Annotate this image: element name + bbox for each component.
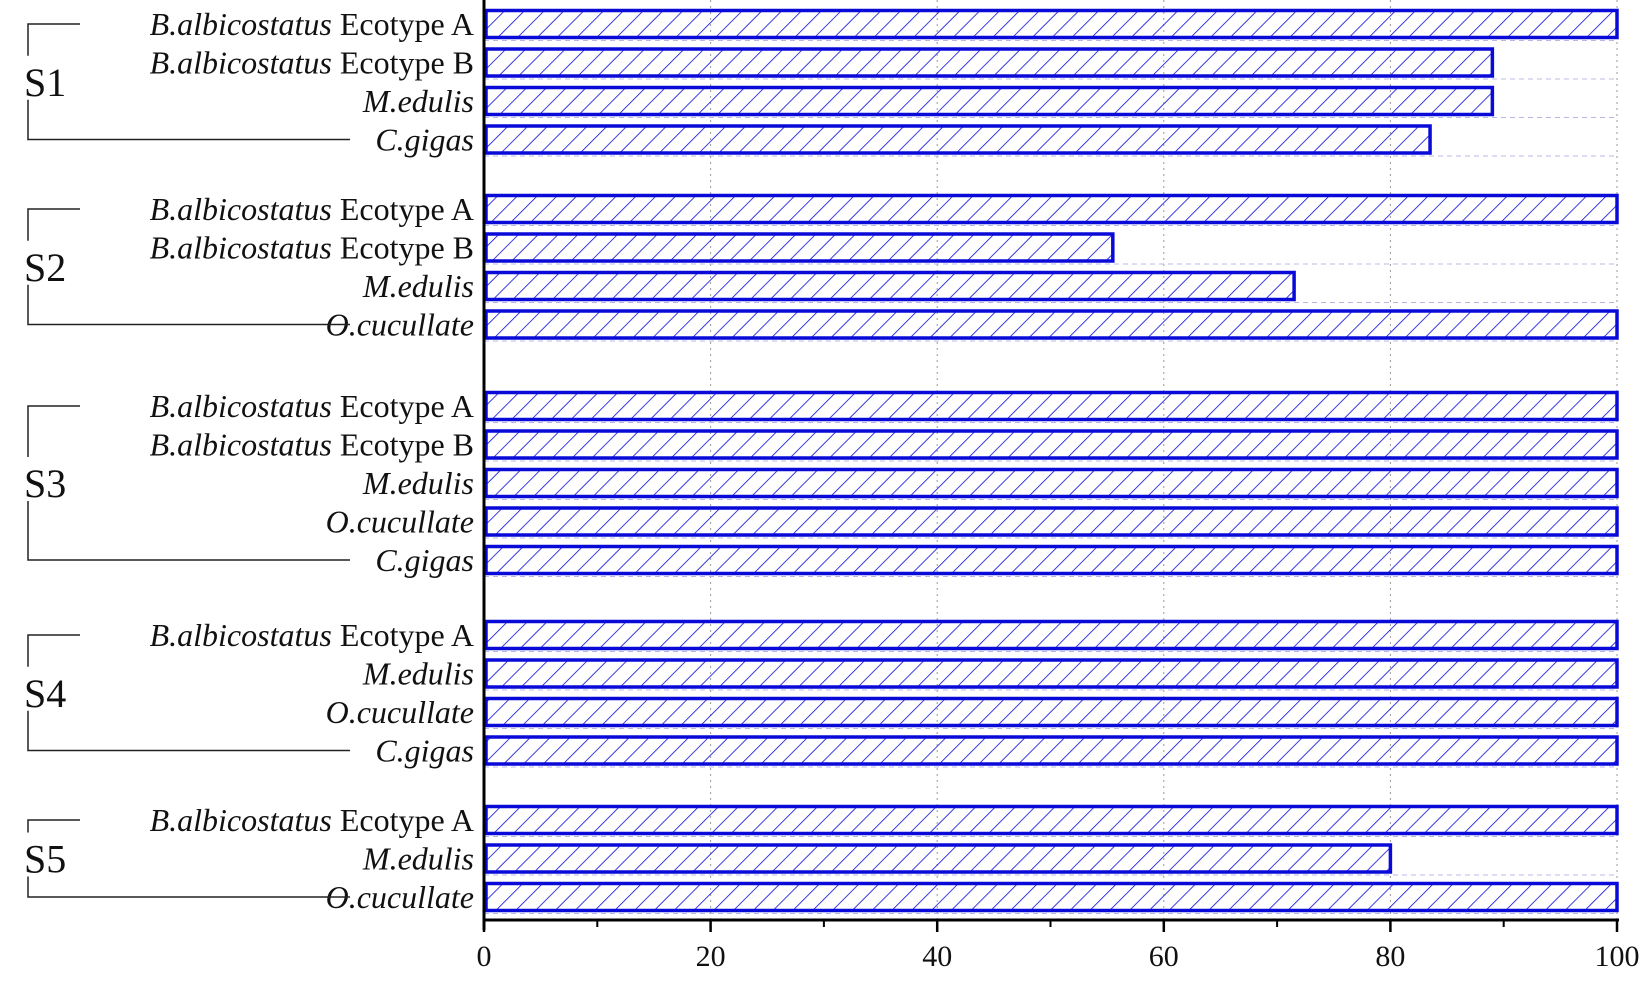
species-name: M.edulis (362, 841, 474, 877)
category-label: B.albicostatus Ecotype B (150, 45, 474, 81)
category-label: M.edulis (362, 841, 474, 877)
bar-s2-1 (484, 193, 1619, 225)
species-name: O.cucullate (326, 879, 474, 915)
category-label: O.cucullate (326, 307, 474, 343)
x-tick-label: 60 (1149, 940, 1179, 973)
species-name: B.albicostatus (150, 191, 332, 227)
category-label: M.edulis (362, 268, 474, 304)
category-label: O.cucullate (326, 504, 474, 540)
species-name: B.albicostatus (150, 802, 332, 838)
bar-s4-2 (484, 658, 1619, 689)
species-name: O.cucullate (326, 694, 474, 730)
category-label: B.albicostatus Ecotype B (150, 230, 474, 266)
group-label-bg (20, 457, 64, 501)
ecotype-suffix: Ecotype A (332, 802, 474, 838)
bar-s4-3 (484, 696, 1619, 728)
axes: 0 20 40 60 80 100 (477, 0, 1640, 973)
category-label: O.cucullate (326, 879, 474, 915)
species-name: O.cucullate (326, 504, 474, 540)
bar-s3-2 (484, 429, 1619, 460)
category-labels: B.albicostatus Ecotype AB.albicostatus E… (150, 6, 474, 915)
group-brackets: S1 S2 S3 S4 S5 (20, 23, 350, 898)
bar-s4-1 (484, 619, 1619, 651)
x-tick-label: 100 (1595, 940, 1640, 973)
category-label: B.albicostatus Ecotype A (150, 191, 474, 227)
species-name: C.gigas (375, 542, 474, 578)
species-name: M.edulis (362, 656, 474, 692)
category-label: O.cucullate (326, 694, 474, 730)
species-name: B.albicostatus (150, 388, 332, 424)
species-name: B.albicostatus (150, 427, 332, 463)
group-label-s3: S3 (24, 461, 66, 506)
species-name: M.edulis (362, 268, 474, 304)
species-name: B.albicostatus (150, 617, 332, 653)
species-name: B.albicostatus (150, 45, 332, 81)
ecotype-suffix: Ecotype A (332, 617, 474, 653)
ecotype-suffix: Ecotype B (332, 230, 474, 266)
category-label: B.albicostatus Ecotype A (150, 802, 474, 838)
group-label-s1: S1 (24, 60, 66, 105)
x-tick-label: 20 (696, 940, 726, 973)
bar-s5-1 (484, 804, 1619, 836)
bar-s3-5 (484, 544, 1619, 576)
group-label-bg (20, 240, 64, 285)
group-label-s2: S2 (24, 245, 66, 290)
group-label-s4: S4 (24, 671, 66, 716)
x-tick-label: 0 (477, 940, 492, 973)
species-name: M.edulis (362, 83, 474, 119)
species-name: C.gigas (375, 122, 474, 158)
category-label: C.gigas (375, 122, 474, 158)
category-label: M.edulis (362, 465, 474, 501)
bar-s3-4 (484, 506, 1619, 537)
category-label: M.edulis (362, 83, 474, 119)
bar-s3-3 (484, 467, 1619, 499)
group-label-bg (20, 832, 64, 877)
ecotype-suffix: Ecotype A (332, 6, 474, 42)
x-tick-label: 80 (1375, 940, 1405, 973)
ecotype-suffix: Ecotype B (332, 45, 474, 81)
group-label-s5: S5 (24, 837, 66, 882)
x-tick-label: 40 (922, 940, 952, 973)
bar-s1-4 (484, 124, 1432, 155)
bar-s1-3 (484, 85, 1495, 117)
species-name: B.albicostatus (150, 6, 332, 42)
bar-s2-4 (484, 309, 1619, 340)
category-label: C.gigas (375, 542, 474, 578)
category-label: M.edulis (362, 656, 474, 692)
category-label: B.albicostatus Ecotype A (150, 6, 474, 42)
bar-s1-2 (484, 47, 1495, 78)
group-label-bg (20, 666, 64, 711)
bar-s5-3 (484, 881, 1619, 913)
bar-s2-2 (484, 232, 1115, 263)
bar-s4-4 (484, 735, 1619, 766)
category-label: B.albicostatus Ecotype A (150, 388, 474, 424)
ecotype-suffix: Ecotype A (332, 388, 474, 424)
bar-s2-3 (484, 270, 1296, 302)
category-label: B.albicostatus Ecotype A (150, 617, 474, 653)
group-label-bg (20, 55, 64, 100)
bar-s3-1 (484, 390, 1619, 422)
category-label: C.gigas (375, 733, 474, 769)
category-label: B.albicostatus Ecotype B (150, 427, 474, 463)
species-name: C.gigas (375, 733, 474, 769)
ecotype-suffix: Ecotype B (332, 427, 474, 463)
ecotype-suffix: Ecotype A (332, 191, 474, 227)
bar-s1-1 (484, 8, 1619, 40)
species-name: M.edulis (362, 465, 474, 501)
species-name: O.cucullate (326, 307, 474, 343)
bars (484, 8, 1619, 913)
bar-s5-2 (484, 843, 1393, 874)
species-name: B.albicostatus (150, 230, 332, 266)
